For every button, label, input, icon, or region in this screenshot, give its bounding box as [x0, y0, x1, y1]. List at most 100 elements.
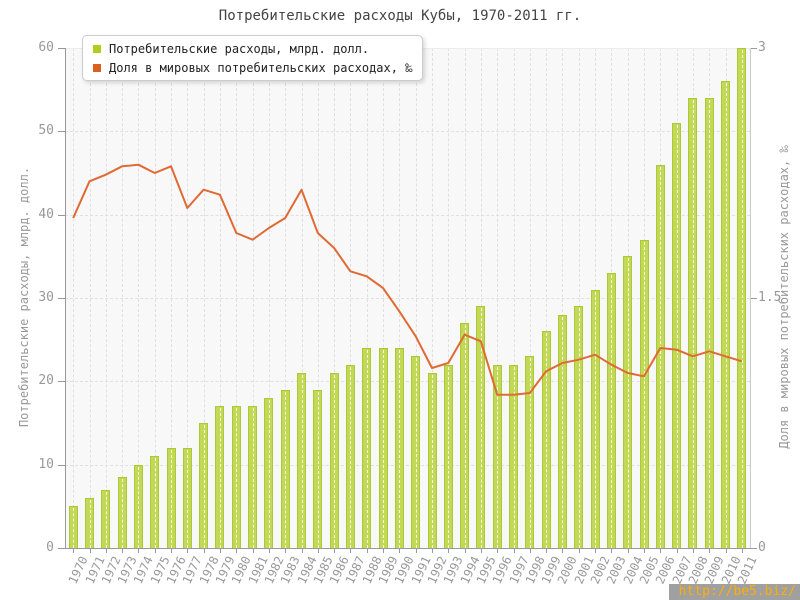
x-axis-tick — [448, 549, 450, 553]
consumer-spending-marker-icon — [93, 44, 101, 53]
bar-stripe — [627, 258, 629, 548]
bar-stripe — [89, 500, 91, 548]
x-axis-tick — [660, 549, 662, 553]
bar — [639, 239, 649, 548]
bar-stripe — [432, 375, 433, 548]
y-axis-tick-label: 50 — [38, 123, 54, 138]
bar — [704, 98, 714, 548]
bar — [345, 364, 355, 548]
bar — [280, 389, 290, 548]
bar — [182, 448, 192, 548]
bar-stripe — [709, 100, 711, 548]
bar-stripe — [464, 325, 466, 548]
bar-stripe — [513, 366, 515, 548]
bar-stripe — [448, 366, 450, 548]
x-axis-tick — [268, 549, 270, 553]
x-axis-tick — [692, 549, 694, 553]
legend-item-label: Потребительские расходы, млрд. долл. — [109, 41, 370, 56]
right-axis-tick-label: 1.5 — [758, 290, 782, 305]
bar — [166, 448, 176, 548]
right-axis-line — [750, 48, 751, 549]
bar — [672, 123, 682, 548]
y-axis-tick-label: 0 — [46, 540, 54, 555]
bar — [199, 423, 209, 548]
left-axis-tick — [58, 465, 65, 466]
bar — [378, 348, 388, 548]
bar-stripe — [203, 425, 205, 548]
x-axis-tick — [562, 549, 564, 553]
horizontal-gridline — [65, 214, 750, 216]
bar-stripe — [219, 408, 221, 548]
bar-stripe — [741, 50, 743, 548]
left-axis-tick — [58, 131, 65, 132]
bar — [215, 406, 225, 548]
plot-area — [65, 48, 750, 548]
bar — [574, 306, 584, 548]
right-axis-tick — [751, 48, 757, 49]
bar-stripe — [562, 316, 564, 548]
left-axis-tick — [58, 548, 65, 549]
bar-stripe — [317, 391, 319, 548]
x-axis-tick — [285, 549, 287, 553]
bar — [411, 356, 421, 548]
bar — [492, 364, 502, 548]
bar-stripe — [105, 491, 107, 548]
x-axis-tick — [334, 549, 336, 553]
bar-stripe — [399, 350, 401, 548]
bar — [313, 389, 323, 548]
horizontal-gridline — [65, 298, 750, 299]
legend-item: Потребительские расходы, млрд. долл. — [93, 39, 412, 58]
world-share-marker-icon — [93, 63, 101, 72]
chart-title: Потребительские расходы Кубы, 1970-2011 … — [218, 8, 582, 24]
bar — [688, 98, 698, 548]
watermark-link[interactable]: http://be5.biz/ — [668, 584, 800, 600]
y-axis-tick-label: 10 — [38, 457, 54, 472]
x-axis-tick — [154, 549, 156, 553]
bar — [329, 373, 339, 548]
bar-stripe — [529, 358, 531, 548]
bar — [231, 406, 241, 548]
bar — [101, 489, 111, 548]
x-axis-tick — [546, 549, 548, 553]
x-axis-tick — [513, 549, 515, 553]
bar — [721, 81, 730, 548]
x-axis-tick — [480, 549, 482, 553]
left-axis-tick — [58, 215, 65, 216]
bar — [509, 364, 518, 548]
x-axis-tick — [529, 549, 531, 553]
bar-stripe — [268, 400, 270, 548]
bar-stripe — [334, 375, 336, 548]
x-axis-tick — [709, 549, 711, 553]
bar-stripe — [660, 166, 662, 548]
x-axis-tick — [252, 549, 254, 553]
bar-stripe — [366, 350, 368, 548]
bar-stripe — [73, 508, 75, 548]
x-axis-tick — [187, 549, 189, 553]
left-axis-line — [65, 48, 66, 549]
x-axis-tick — [725, 549, 727, 553]
x-axis-tick — [627, 549, 629, 553]
bar-stripe — [644, 241, 645, 548]
bar-stripe — [154, 458, 156, 548]
bar-stripe — [497, 366, 499, 548]
x-axis-tick — [741, 549, 743, 553]
x-axis-tick — [497, 549, 499, 553]
x-axis-tick — [350, 549, 352, 553]
y-axis-tick-label: 60 — [38, 40, 54, 55]
horizontal-gridline — [65, 464, 750, 466]
right-axis-tick — [751, 298, 757, 299]
x-axis-tick — [399, 549, 401, 553]
bar — [443, 364, 453, 548]
x-axis-tick — [611, 549, 613, 553]
y-axis-tick-label: 40 — [38, 207, 54, 222]
bottom-axis-line — [65, 548, 751, 549]
x-axis-tick — [317, 549, 319, 553]
x-axis-tick — [171, 549, 172, 553]
y-axis-tick-label: 30 — [38, 290, 54, 305]
x-axis-tick — [578, 549, 580, 553]
bar — [68, 506, 78, 548]
x-axis-tick — [138, 549, 140, 553]
x-axis-tick — [595, 549, 597, 553]
bar — [737, 48, 747, 548]
